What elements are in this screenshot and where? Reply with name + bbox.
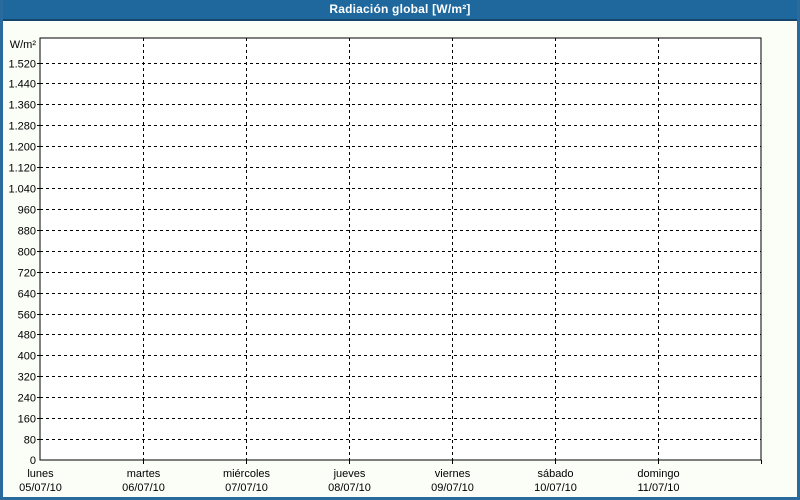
x-tick-day-label: lunes	[27, 468, 54, 480]
window-title: Radiación global [W/m²]	[329, 2, 471, 16]
x-tick-day-label: jueves	[333, 468, 366, 480]
y-tick-label: 1.440	[8, 79, 36, 91]
y-tick-label: 800	[18, 247, 36, 259]
x-tick-date-label: 09/07/10	[431, 482, 474, 494]
x-tick-date-label: 10/07/10	[534, 482, 577, 494]
x-tick-date-label: 05/07/10	[19, 482, 62, 494]
x-tick-date-label: 06/07/10	[122, 482, 165, 494]
x-tick-day-label: miércoles	[223, 468, 271, 480]
x-tick-date-label: 11/07/10	[637, 482, 679, 494]
y-tick-label: 0	[30, 455, 36, 467]
y-tick-label: 240	[18, 393, 36, 405]
y-tick-label: 960	[18, 205, 36, 217]
x-tick-day-label: martes	[127, 468, 161, 480]
y-tick-label: 1.200	[8, 142, 36, 154]
window-titlebar: Radiación global [W/m²]	[0, 0, 800, 21]
frame-border-left	[0, 0, 3, 500]
y-tick-label: 1.040	[8, 184, 36, 196]
y-tick-label: 720	[18, 268, 36, 280]
y-tick-label: 640	[18, 289, 36, 301]
y-tick-label: 880	[18, 226, 36, 238]
y-tick-label: 1.280	[8, 121, 36, 133]
y-tick-label: 480	[18, 330, 36, 342]
y-tick-label: 80	[24, 435, 36, 447]
x-tick-date-label: 08/07/10	[328, 482, 371, 494]
y-tick-label: 320	[18, 372, 36, 384]
y-tick-label: 160	[18, 414, 36, 426]
y-tick-label: 560	[18, 310, 36, 322]
x-tick-day-label: sábado	[537, 468, 573, 480]
y-axis-unit-label: W/m²	[10, 39, 37, 51]
x-tick-date-label: 07/07/10	[225, 482, 268, 494]
frame-border-right	[797, 0, 800, 500]
y-tick-label: 400	[18, 351, 36, 363]
y-tick-label: 1.520	[8, 59, 36, 71]
x-tick-day-label: domingo	[637, 468, 679, 480]
frame-border-bottom	[0, 497, 800, 500]
x-tick-day-label: viernes	[435, 468, 471, 480]
y-tick-label: 1.360	[8, 100, 36, 112]
y-tick-label: 1.120	[8, 163, 36, 175]
plot-frame	[39, 37, 762, 461]
